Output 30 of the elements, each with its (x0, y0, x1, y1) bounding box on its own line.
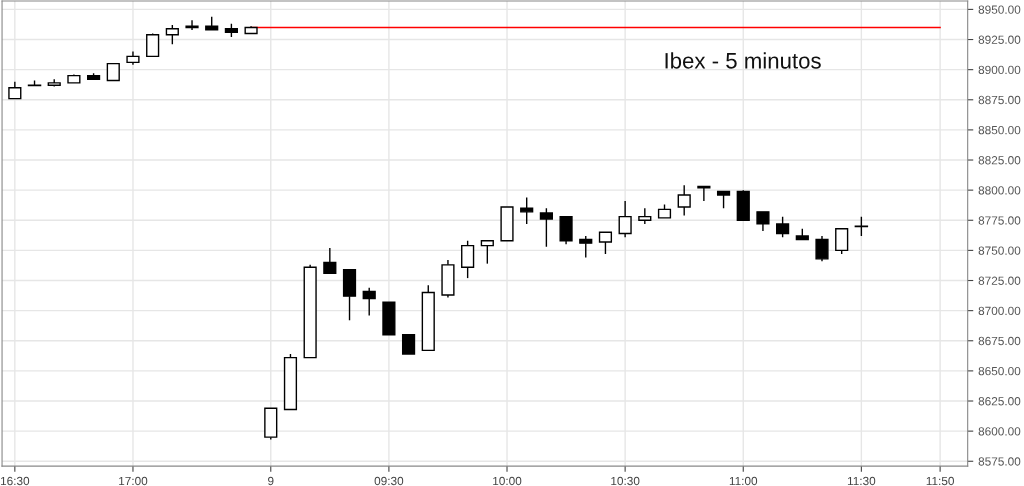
y-tick-label: 8925.00 (978, 35, 1021, 44)
x-tick-label: 09:30 (374, 476, 404, 486)
y-tick-label: 8650.00 (978, 366, 1021, 376)
candlestick (677, 184, 691, 217)
x-tick-label: 10:30 (611, 476, 640, 486)
candlestick (618, 200, 632, 238)
x-tick-label: 16:30 (0, 476, 30, 486)
y-tick-label: 8750.00 (978, 246, 1021, 255)
x-tick-label: 11:30 (847, 476, 876, 486)
x-tick-label: 11:50 (926, 476, 954, 486)
y-tick-label: 8575.00 (978, 457, 1021, 466)
x-tick-label: 10:00 (493, 476, 522, 486)
candlestick (638, 207, 652, 225)
y-tick-label: 8675.00 (978, 336, 1021, 346)
candlestick (126, 50, 140, 66)
x-tick-label: 11:00 (729, 476, 758, 486)
y-tick-label: 8700.00 (978, 306, 1021, 316)
y-tick-label: 8850.00 (978, 125, 1021, 135)
y-tick-label: 8825.00 (978, 156, 1021, 165)
y-tick-label: 8625.00 (978, 397, 1021, 406)
x-tick-label: 17:00 (119, 476, 148, 486)
y-tick-label: 8775.00 (978, 216, 1021, 225)
y-tick-label: 8900.00 (978, 65, 1021, 75)
annotation: Ibex - 5 minutos (665, 52, 821, 69)
y-tick-label: 8800.00 (978, 186, 1021, 195)
y-tick-label: 8725.00 (978, 276, 1021, 285)
x-tick-label: 9 (268, 476, 274, 486)
y-tick-label: 8600.00 (978, 427, 1021, 436)
y-tick-label: 8950.00 (978, 5, 1021, 14)
y-tick-label: 8875.00 (978, 95, 1021, 105)
